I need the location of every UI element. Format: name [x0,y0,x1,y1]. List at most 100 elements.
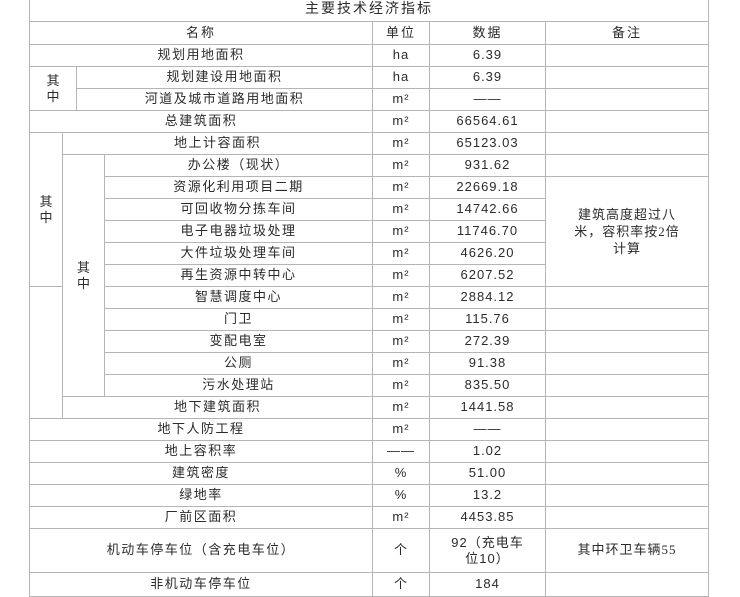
indicator-value: 115.76 [429,308,546,331]
indicator-name: 再生资源中转中心 [104,264,373,287]
indicator-unit: 个 [372,572,430,597]
indicator-name: 机动车停车位（含充电车位） [29,528,373,573]
indicator-value: —— [429,418,546,441]
indicator-remark [544,418,710,441]
indicator-name: 污水处理站 [104,374,373,397]
table-header-row: 名称 单位 数据 备注 [29,21,710,45]
indicator-value: 6207.52 [429,264,546,287]
indicator-unit: m² [372,132,430,155]
indicator-remark [544,352,710,375]
table-row: 地下建筑面积 m² 1441.58 [30,396,710,419]
merge-label-cell: 其中 [29,132,63,287]
indicator-unit: ha [372,66,430,89]
table-title: 主要技术经济指标 [28,0,710,22]
table-row: 绿地率 % 13.2 [29,484,710,507]
indicator-unit: m² [372,330,430,353]
table-row: 其中 地上计容面积 m² 65123.03 [29,132,710,287]
indicators-table: 主要技术经济指标 名称 单位 数据 备注 规划用地面积 ha 6.39 其中 规… [28,0,710,597]
table-row: 变配电室 m² 272.39 [30,330,710,353]
indicator-name: 地下人防工程 [29,418,373,441]
indicator-unit: m² [372,220,430,243]
indicator-remark [544,308,710,331]
indicator-unit: m² [372,176,430,199]
table-row: 总建筑面积 m² 66564.61 [29,110,710,133]
indicator-value: 835.50 [429,374,546,397]
indicator-unit: m² [372,242,430,265]
indicator-name: 总建筑面积 [29,110,373,133]
indicator-unit: ha [372,44,430,67]
indicator-remark [544,154,710,177]
table-row: 再生资源中转中心 m² 6207.52 [30,264,709,287]
indicator-remark [544,66,710,89]
indicator-value: 65123.03 [429,132,546,155]
indicator-value: 14742.66 [429,198,546,221]
indicator-name: 河道及城市道路用地面积 [76,88,373,111]
indicator-remark [544,572,710,597]
indicator-remark [544,330,710,353]
indicator-unit: —— [372,440,430,463]
table-row: 非机动车停车位 个 184 [29,572,710,597]
indicator-value: 1.02 [429,440,546,463]
indicator-remark [544,440,710,463]
header-name: 名称 [29,21,373,45]
indicator-unit: m² [372,198,430,221]
indicator-value: 13.2 [429,484,546,507]
indicator-value: 2884.12 [429,286,546,309]
table-row: 智慧调度中心 m² 2884.12 [29,286,710,419]
header-value: 数据 [429,21,546,45]
table-row: 门卫 m² 115.76 [30,308,710,331]
indicator-value: 184 [429,572,546,597]
indicator-name: 电子电器垃圾处理 [104,220,373,243]
indicator-name: 厂前区面积 [29,506,373,529]
indicator-value: 22669.18 [429,176,546,199]
indicator-remark [544,484,710,507]
indicator-name: 规划用地面积 [29,44,373,67]
table-row: 其中 办公楼（现状） m² 931.62 [30,154,710,397]
indicator-remark [544,462,710,485]
indicator-name: 大件垃圾处理车间 [104,242,373,265]
indicator-remark [544,132,710,155]
indicator-value: 6.39 [429,66,546,89]
merge-continuation-cell [29,286,63,419]
indicator-name: 地下建筑面积 [62,396,373,419]
indicator-value: —— [429,88,546,111]
indicator-name: 智慧调度中心 [104,286,373,309]
table-row: 河道及城市道路用地面积 m² —— [30,88,710,111]
indicator-value: 272.39 [429,330,546,353]
merge-label-cell: 其中 [62,154,105,397]
indicator-name: 变配电室 [104,330,373,353]
indicator-value: 92（充电车位10） [429,528,546,573]
indicator-name: 地上计容面积 [62,132,373,155]
indicator-value: 51.00 [429,462,546,485]
indicator-unit: m² [372,264,430,287]
indicator-unit: m² [372,88,430,111]
indicator-name: 建筑密度 [29,462,373,485]
indicator-remark: 其中环卫车辆55 [544,528,710,573]
indicator-unit: % [372,462,430,485]
table-row: 地下人防工程 m² —— [29,418,710,441]
indicator-name: 门卫 [104,308,373,331]
indicator-value: 11746.70 [429,220,546,243]
indicator-remark [544,44,710,67]
table-row: 电子电器垃圾处理 m² 11746.70 [30,220,709,243]
indicator-unit: m² [372,308,430,331]
header-remark: 备注 [544,21,710,45]
indicator-remark [544,506,710,529]
table-row: 规划用地面积 ha 6.39 [29,44,710,67]
indicator-unit: m² [372,154,430,177]
indicator-value: 91.38 [429,352,546,375]
table-row: 其中 规划建设用地面积 ha 6.39 [29,66,710,111]
table-row: 厂前区面积 m² 4453.85 [29,506,710,529]
indicator-unit: m² [372,374,430,397]
indicator-value: 931.62 [429,154,546,177]
table-row: 资源化利用项目二期 m² 22669.18 建筑高度超过八米，容积率按2倍计算 [30,176,710,287]
header-unit: 单位 [372,21,430,45]
indicator-value: 4626.20 [429,242,546,265]
indicator-unit: m² [372,352,430,375]
table-row: 主要技术经济指标 [28,0,710,22]
indicator-name: 非机动车停车位 [29,572,373,597]
indicator-name: 可回收物分拣车间 [104,198,373,221]
table-row: 地上容积率 —— 1.02 [29,440,710,463]
indicator-value: 6.39 [429,44,546,67]
indicator-name: 办公楼（现状） [104,154,373,177]
